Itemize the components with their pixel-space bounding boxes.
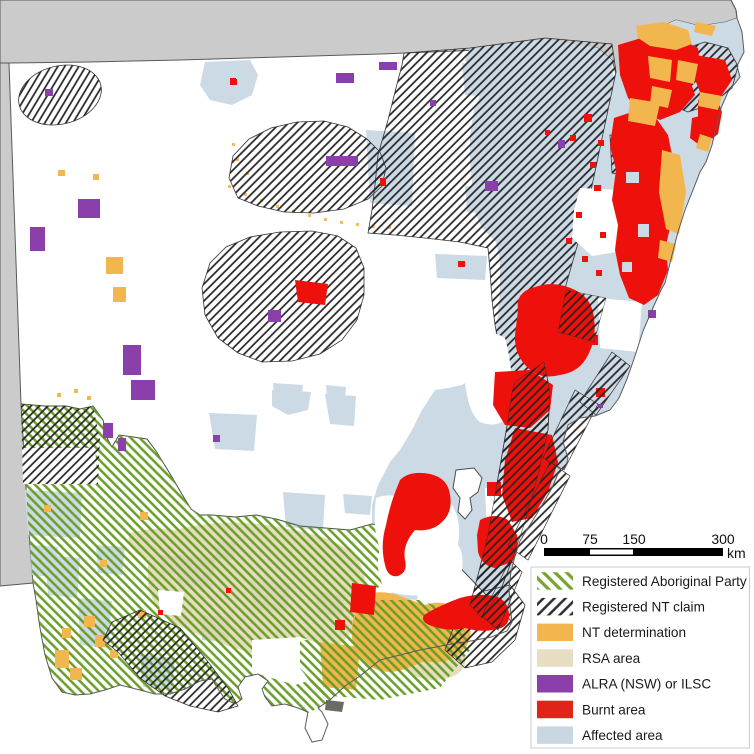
svg-text:300: 300 [711,531,735,547]
svg-text:NT determination: NT determination [582,625,686,640]
svg-text:RSA area: RSA area [582,651,641,666]
svg-text:Affected area: Affected area [582,728,663,743]
svg-text:Burnt area: Burnt area [582,702,646,717]
svg-text:Registered Aboriginal Party: Registered Aboriginal Party [582,574,747,589]
svg-text:150: 150 [622,531,646,547]
svg-text:0: 0 [540,531,548,547]
svg-text:km: km [727,545,746,561]
svg-text:Registered NT claim: Registered NT claim [582,600,705,615]
svg-text:ALRA (NSW) or ILSC: ALRA (NSW) or ILSC [582,677,711,692]
svg-text:75: 75 [582,531,598,547]
